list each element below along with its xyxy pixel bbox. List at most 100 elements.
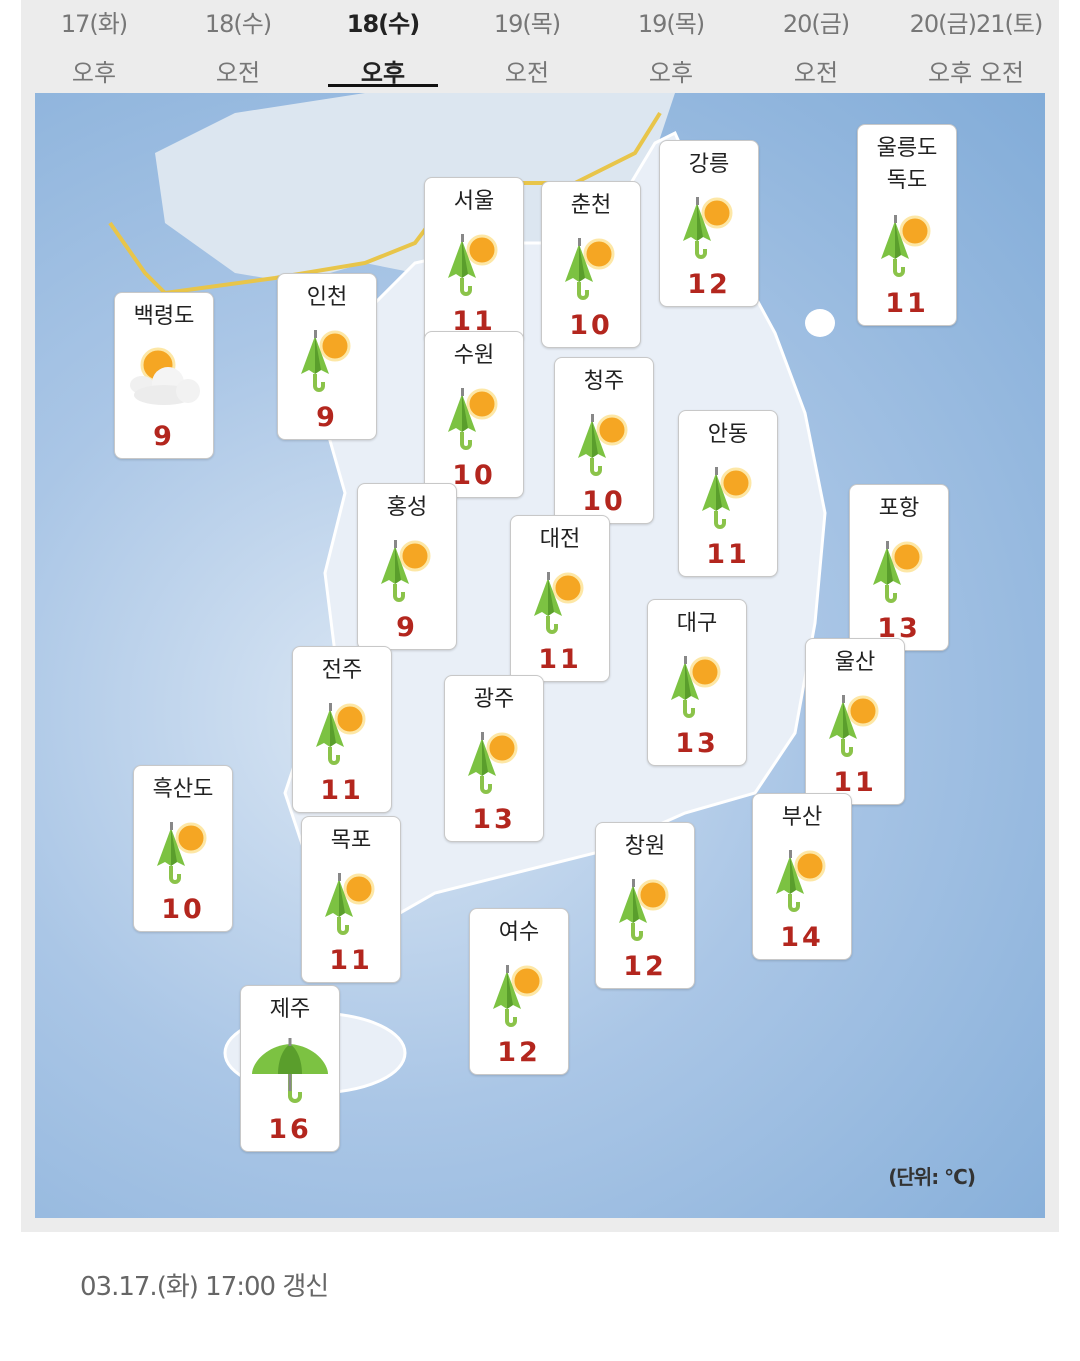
umbrella-sun-icon — [667, 650, 727, 720]
city-temp: 10 — [582, 486, 626, 517]
city-temp: 11 — [320, 775, 364, 806]
city-name: 대전 — [539, 527, 581, 552]
city-card[interactable]: 울산 11 — [805, 638, 905, 805]
city-name: 춘천 — [570, 193, 612, 218]
border-line — [108, 111, 662, 296]
city-card[interactable]: 창원 12 — [595, 822, 695, 989]
umbrella-sun-icon — [464, 726, 524, 796]
city-card[interactable]: 홍성 9 — [357, 483, 457, 650]
partly-cloudy-icon — [130, 343, 200, 413]
tab-period: 오전 — [504, 59, 550, 87]
tab-date: 18(수) — [204, 10, 272, 38]
umbrella-sun-icon — [321, 867, 381, 937]
umbrella-sun-icon — [444, 228, 504, 298]
tab-1[interactable]: 18(수) 오전 — [178, 4, 298, 88]
tab-period: 오후 — [71, 59, 117, 87]
city-card[interactable]: 백령도 9 — [114, 292, 214, 459]
tab-2[interactable]: 18(수) 오후 — [323, 4, 443, 88]
umbrella-sun-icon — [679, 191, 739, 261]
city-name: 여수 — [498, 920, 540, 945]
tab-date: 20(금) — [782, 10, 850, 38]
tab-date: 17(화) — [60, 10, 128, 38]
city-card[interactable]: 목포 11 — [301, 816, 401, 983]
city-name: 홍성 — [386, 495, 428, 520]
city-name: 포항 — [878, 496, 920, 521]
city-card[interactable]: 수원 10 — [424, 331, 524, 498]
city-card[interactable]: 안동 11 — [678, 410, 778, 577]
umbrella-sun-icon — [574, 408, 634, 478]
umbrella-icon — [252, 1036, 328, 1106]
city-card[interactable]: 제주 16 — [240, 985, 340, 1152]
umbrella-sun-icon — [772, 844, 832, 914]
city-card[interactable]: 포항 13 — [849, 484, 949, 651]
city-name: 흑산도 — [152, 777, 214, 802]
city-card[interactable]: 인천 9 — [277, 273, 377, 440]
city-name: 강릉 — [688, 152, 730, 177]
umbrella-sun-icon — [530, 566, 590, 636]
city-temp: 13 — [472, 804, 516, 835]
city-name: 안동 — [707, 422, 749, 447]
city-card[interactable]: 강릉 12 — [659, 140, 759, 307]
city-temp: 10 — [452, 460, 496, 491]
city-card[interactable]: 대전 11 — [510, 515, 610, 682]
city-temp: 12 — [687, 269, 731, 300]
tab-3[interactable]: 19(목) 오전 — [467, 4, 587, 88]
city-name: 대구 — [676, 611, 718, 636]
city-temp: 10 — [569, 310, 613, 341]
city-card[interactable]: 흑산도 10 — [133, 765, 233, 932]
city-temp: 9 — [316, 402, 338, 433]
city-temp: 11 — [885, 288, 929, 319]
ulleung-land — [805, 309, 835, 337]
tab-period: 오전 — [215, 59, 261, 87]
tab-6[interactable]: 20(금)21(토) 오후 오전 — [886, 4, 1066, 88]
city-temp: 13 — [675, 728, 719, 759]
tab-date: 19(목) — [637, 10, 705, 38]
umbrella-sun-icon — [825, 689, 885, 759]
city-temp: 11 — [538, 644, 582, 675]
city-card[interactable]: 전주 11 — [292, 646, 392, 813]
city-name: 부산 — [781, 805, 823, 830]
tab-date: 20(금)21(토) — [909, 10, 1044, 38]
updated-time: 03.17.(화) 17:00 갱신 — [80, 1272, 329, 1302]
city-card[interactable]: 광주 13 — [444, 675, 544, 842]
umbrella-sun-icon — [561, 232, 621, 302]
city-temp: 11 — [833, 767, 877, 798]
city-name: 목포 — [330, 828, 372, 853]
umbrella-sun-icon — [444, 382, 504, 452]
city-temp: 11 — [329, 945, 373, 976]
tab-date: 19(목) — [493, 10, 561, 38]
city-card[interactable]: 대구 13 — [647, 599, 747, 766]
city-name: 전주 — [321, 658, 363, 683]
city-temp: 11 — [706, 539, 750, 570]
city-card[interactable]: 울릉도 독도 11 — [857, 124, 957, 326]
tab-5[interactable]: 20(금) 오전 — [756, 4, 876, 88]
time-tabs: 17(화) 오후 18(수) 오전 18(수) 오후 19(목) 오전 19(목) 오후 20(금)… — [21, 0, 1059, 92]
city-name: 울릉도 독도 — [876, 136, 938, 193]
city-temp: 12 — [497, 1037, 541, 1068]
umbrella-sun-icon — [377, 534, 437, 604]
city-name: 제주 — [269, 997, 311, 1022]
city-card[interactable]: 여수 12 — [469, 908, 569, 1075]
umbrella-sun-icon — [869, 535, 929, 605]
umbrella-sun-icon — [297, 324, 357, 394]
city-name: 백령도 — [133, 304, 195, 329]
city-temp: 9 — [396, 612, 418, 643]
city-temp: 14 — [780, 922, 824, 953]
tab-period: 오후 오전 — [928, 59, 1024, 87]
city-temp: 12 — [623, 951, 667, 982]
city-card[interactable]: 춘천 10 — [541, 181, 641, 348]
city-name: 청주 — [583, 369, 625, 394]
tab-period: 오후 — [360, 59, 406, 87]
tab-0[interactable]: 17(화) 오후 — [34, 4, 154, 88]
city-temp: 10 — [161, 894, 205, 925]
city-card[interactable]: 부산 14 — [752, 793, 852, 960]
city-name: 서울 — [453, 189, 495, 214]
tab-period: 오전 — [793, 59, 839, 87]
tab-4[interactable]: 19(목) 오후 — [611, 4, 731, 88]
tab-date: 18(수) — [346, 10, 420, 38]
umbrella-sun-icon — [489, 959, 549, 1029]
city-card[interactable]: 서울 11 — [424, 177, 524, 344]
city-name: 수원 — [453, 343, 495, 368]
city-card[interactable]: 청주 10 — [554, 357, 654, 524]
city-name: 인천 — [306, 285, 348, 310]
